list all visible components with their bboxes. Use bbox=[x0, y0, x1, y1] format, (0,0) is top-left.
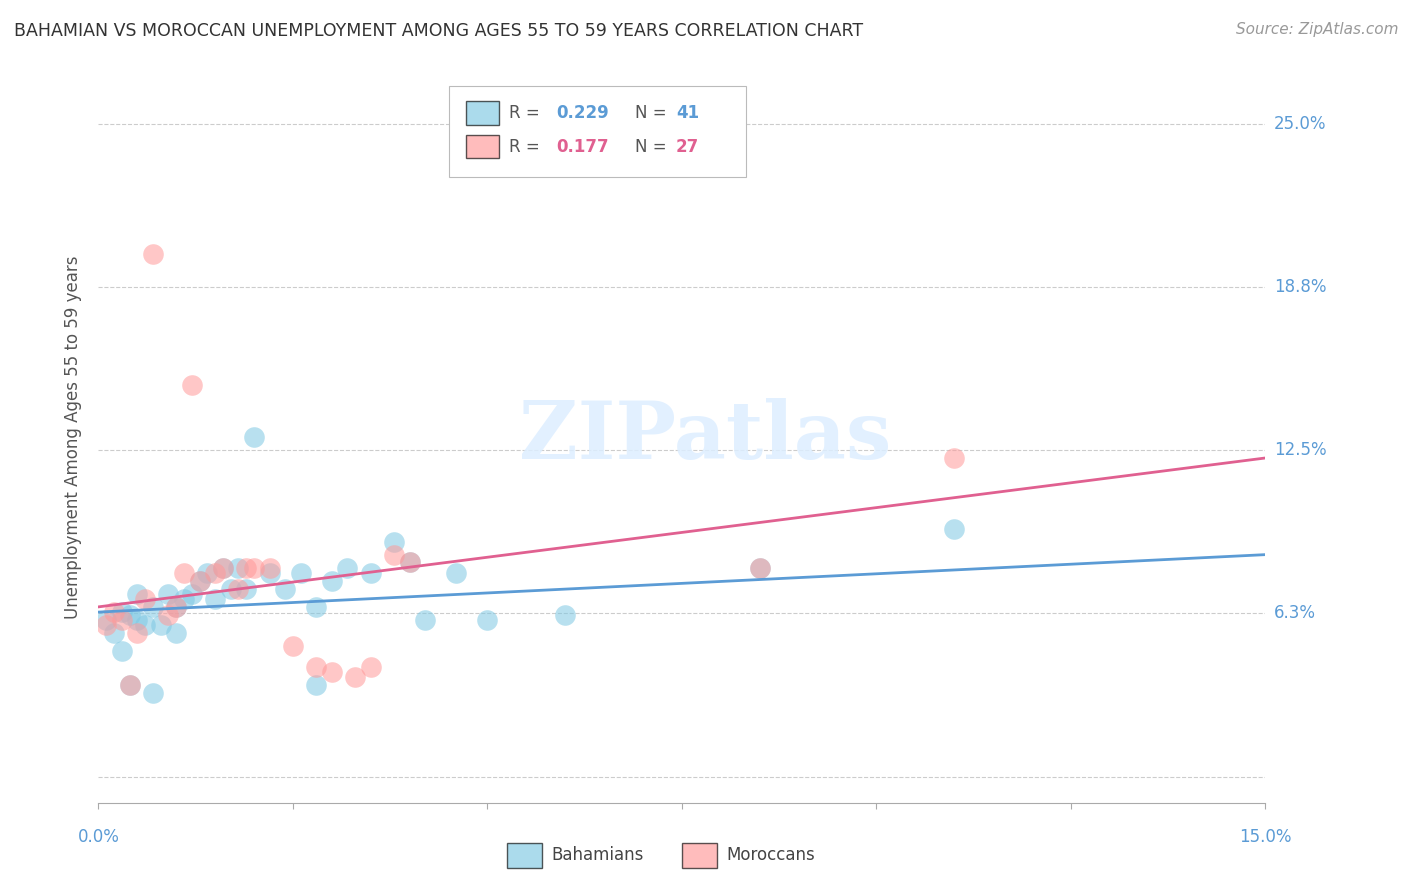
Point bbox=[235, 582, 257, 596]
FancyBboxPatch shape bbox=[682, 843, 717, 868]
Point bbox=[243, 560, 266, 574]
Point bbox=[195, 566, 218, 580]
FancyBboxPatch shape bbox=[465, 135, 499, 159]
Point bbox=[118, 678, 141, 692]
Point bbox=[290, 566, 312, 580]
Point bbox=[180, 377, 202, 392]
Point bbox=[228, 582, 250, 596]
Point bbox=[118, 678, 141, 692]
Text: N =: N = bbox=[636, 137, 672, 156]
Point bbox=[382, 548, 405, 562]
Y-axis label: Unemployment Among Ages 55 to 59 years: Unemployment Among Ages 55 to 59 years bbox=[65, 255, 83, 619]
Text: 12.5%: 12.5% bbox=[1274, 442, 1326, 459]
Point bbox=[103, 626, 125, 640]
Point bbox=[103, 605, 125, 619]
Point bbox=[943, 450, 966, 465]
Point bbox=[212, 560, 235, 574]
Text: 6.3%: 6.3% bbox=[1274, 605, 1316, 623]
Text: R =: R = bbox=[509, 137, 546, 156]
Point bbox=[446, 566, 468, 580]
Point bbox=[360, 660, 382, 674]
Point bbox=[134, 618, 156, 632]
Point bbox=[212, 560, 235, 574]
Point bbox=[413, 613, 436, 627]
Point bbox=[943, 521, 966, 535]
Point bbox=[111, 605, 134, 619]
Point bbox=[259, 560, 281, 574]
Point bbox=[344, 670, 367, 684]
Point bbox=[382, 534, 405, 549]
Point bbox=[96, 613, 118, 627]
Point bbox=[321, 665, 343, 680]
Point bbox=[305, 599, 328, 614]
Point bbox=[165, 599, 187, 614]
Point bbox=[157, 587, 180, 601]
Text: 0.229: 0.229 bbox=[555, 104, 609, 122]
Point bbox=[228, 560, 250, 574]
Text: 0.177: 0.177 bbox=[555, 137, 609, 156]
Point bbox=[274, 582, 297, 596]
FancyBboxPatch shape bbox=[508, 843, 541, 868]
Point bbox=[149, 618, 172, 632]
Point bbox=[180, 587, 202, 601]
Text: N =: N = bbox=[636, 104, 672, 122]
Point bbox=[219, 582, 242, 596]
Text: Bahamians: Bahamians bbox=[551, 847, 644, 864]
Point bbox=[360, 566, 382, 580]
Point bbox=[127, 587, 149, 601]
Point bbox=[142, 599, 165, 614]
Point bbox=[165, 599, 187, 614]
Point bbox=[305, 660, 328, 674]
Point bbox=[188, 574, 211, 588]
Point bbox=[259, 566, 281, 580]
Point bbox=[134, 592, 156, 607]
FancyBboxPatch shape bbox=[449, 86, 747, 178]
Text: 27: 27 bbox=[676, 137, 699, 156]
Point bbox=[748, 560, 770, 574]
Point bbox=[204, 592, 226, 607]
Point bbox=[127, 626, 149, 640]
Point bbox=[321, 574, 343, 588]
Point bbox=[398, 556, 420, 570]
Text: 41: 41 bbox=[676, 104, 699, 122]
Point bbox=[243, 430, 266, 444]
Point bbox=[127, 613, 149, 627]
Point bbox=[111, 613, 134, 627]
Point bbox=[142, 247, 165, 261]
Point bbox=[748, 560, 770, 574]
Point bbox=[96, 618, 118, 632]
Point bbox=[111, 644, 134, 658]
Point bbox=[173, 592, 195, 607]
Point bbox=[173, 566, 195, 580]
Point bbox=[142, 686, 165, 700]
Point bbox=[165, 626, 187, 640]
Text: Source: ZipAtlas.com: Source: ZipAtlas.com bbox=[1236, 22, 1399, 37]
Point bbox=[477, 613, 499, 627]
Point bbox=[157, 607, 180, 622]
Text: 25.0%: 25.0% bbox=[1274, 114, 1326, 133]
FancyBboxPatch shape bbox=[465, 102, 499, 125]
Point bbox=[398, 556, 420, 570]
Text: ZIPatlas: ZIPatlas bbox=[519, 398, 891, 476]
Text: 15.0%: 15.0% bbox=[1239, 828, 1292, 846]
Text: 0.0%: 0.0% bbox=[77, 828, 120, 846]
Point bbox=[204, 566, 226, 580]
Point bbox=[118, 607, 141, 622]
Point bbox=[336, 560, 359, 574]
Text: 18.8%: 18.8% bbox=[1274, 278, 1326, 296]
Point bbox=[188, 574, 211, 588]
Point bbox=[554, 607, 576, 622]
Point bbox=[305, 678, 328, 692]
Point bbox=[235, 560, 257, 574]
Text: BAHAMIAN VS MOROCCAN UNEMPLOYMENT AMONG AGES 55 TO 59 YEARS CORRELATION CHART: BAHAMIAN VS MOROCCAN UNEMPLOYMENT AMONG … bbox=[14, 22, 863, 40]
Text: R =: R = bbox=[509, 104, 546, 122]
Point bbox=[281, 639, 304, 653]
Text: Moroccans: Moroccans bbox=[727, 847, 815, 864]
